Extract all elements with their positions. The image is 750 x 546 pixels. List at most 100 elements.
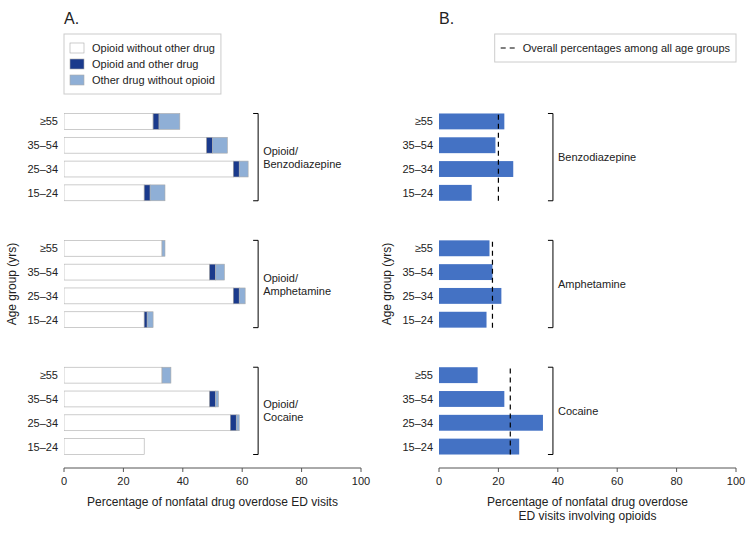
y-tick-label: 15–24 (27, 187, 58, 199)
y-tick-label: 15–24 (27, 441, 58, 453)
bar-segment (144, 312, 147, 328)
y-tick-label: 15–24 (402, 314, 433, 326)
x-tick-label: 0 (61, 475, 67, 487)
bar-segment (144, 185, 150, 201)
group-label-line: Opioid/ (263, 272, 299, 284)
bar (439, 137, 495, 153)
panel: B. Benzodiazepine Amphetamine Cocaine ≥55 35–… (375, 0, 750, 546)
y-tick-label: 35–54 (27, 139, 58, 151)
y-label: Age group (yrs) (380, 243, 394, 326)
title: A. (64, 10, 79, 27)
bar-segment (64, 439, 144, 455)
bar-segment (147, 312, 153, 328)
x-tick-label: 40 (177, 475, 189, 487)
y-tick-label: ≥55 (415, 242, 433, 254)
bar-segment (150, 185, 165, 201)
bar-segment (64, 264, 210, 280)
legend-swatch (70, 75, 84, 85)
group-label-line: Benzodiazepine (558, 151, 636, 163)
legend-swatch (70, 59, 84, 69)
marks (439, 113, 543, 454)
group-bracket (253, 367, 258, 454)
bar-segment (64, 288, 233, 304)
bar-segment (210, 391, 216, 407)
bar-segment (162, 367, 171, 383)
marks (64, 113, 248, 454)
y-tick-label: 25–34 (402, 417, 433, 429)
group-label: Opioid/Benzodiazepine (263, 145, 341, 170)
bar (439, 185, 472, 201)
bar-segment (64, 415, 230, 431)
group-bracket (548, 113, 553, 200)
bar-segment (233, 288, 239, 304)
bar (439, 439, 519, 455)
group-label-line: Opioid/ (263, 145, 299, 157)
y-tick-label: 25–34 (402, 290, 433, 302)
bar-segment (236, 415, 239, 431)
group-bracket (253, 240, 258, 327)
x-tick (676, 468, 677, 472)
x-axis-line (64, 468, 361, 469)
x-tick-label: 40 (552, 475, 564, 487)
group-bracket (253, 113, 258, 200)
x-tick (242, 468, 243, 472)
group-label-line: Amphetamine (263, 285, 331, 297)
x-label-line: ED visits involving opioids (518, 509, 656, 523)
bar (439, 415, 543, 431)
legend: Overall percentages among all age groups (495, 34, 736, 62)
bar-segment (162, 240, 165, 256)
bar-segment (215, 264, 224, 280)
overall-line (498, 113, 499, 200)
x-axis-line (439, 468, 736, 469)
x-tick-label: 0 (436, 475, 442, 487)
x-tick-label: 100 (352, 475, 370, 487)
group-label-line: Opioid/ (263, 398, 299, 410)
bar (439, 240, 489, 256)
bar-segment (239, 288, 245, 304)
x-tick-label: 20 (117, 475, 129, 487)
bar-segment (144, 439, 145, 455)
legend: Opioid without other drugOpioid and othe… (64, 34, 221, 94)
group-label-line: Amphetamine (558, 278, 626, 290)
x-tick-label: 100 (727, 475, 745, 487)
x-tick (182, 468, 183, 472)
y-tick-label: ≥55 (40, 242, 58, 254)
y-tick-label: 25–34 (27, 417, 58, 429)
group-label-line: Cocaine (263, 411, 303, 423)
bar-segment (159, 113, 180, 129)
bar-segment (64, 185, 144, 201)
x-tick (498, 468, 499, 472)
bar-segment (64, 137, 207, 153)
y-tick-label: ≥55 (40, 115, 58, 127)
group-label-line: Cocaine (558, 405, 598, 417)
legend-swatch (70, 43, 84, 53)
x-label: Percentage of nonfatal drug overdoseED v… (487, 495, 688, 523)
panel: A.Opioid/BenzodiazepineOpioid/Amphetamin… (0, 0, 375, 546)
bar-segment (64, 113, 153, 129)
title: B. (439, 10, 454, 27)
legend-box (64, 34, 221, 94)
bar-segment (64, 240, 162, 256)
group-label: Amphetamine (558, 278, 626, 290)
legend-label: Overall percentages among all age groups (523, 42, 731, 54)
y-tick-label: 35–54 (402, 266, 433, 278)
x-label: Percentage of nonfatal drug overdose ED … (87, 495, 338, 509)
group-label: Opioid/Cocaine (263, 398, 303, 423)
y-tick-label: 15–24 (402, 187, 433, 199)
bar-segment (230, 415, 236, 431)
bar-segment (210, 264, 216, 280)
x-tick (123, 468, 124, 472)
x-tick-label: 80 (295, 475, 307, 487)
y-tick-label: 35–54 (27, 393, 58, 405)
x-tick (361, 468, 362, 472)
x-tick (736, 468, 737, 472)
bar (439, 161, 513, 177)
group-bracket (548, 367, 553, 454)
overall-line (492, 240, 493, 327)
y-tick-label: 35–54 (27, 266, 58, 278)
legend-label: Opioid and other drug (92, 58, 198, 70)
bar (439, 264, 492, 280)
x-tick-label: 60 (611, 475, 623, 487)
group-bracket (548, 240, 553, 327)
y-tick-label: ≥55 (415, 115, 433, 127)
